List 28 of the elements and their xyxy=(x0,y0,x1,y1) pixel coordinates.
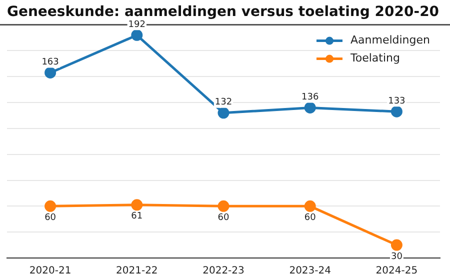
x-tick-label: 2020-21 xyxy=(29,266,72,277)
x-tick-label: 2024-25 xyxy=(376,266,418,277)
point xyxy=(390,239,402,251)
x-tick-label: 2021-22 xyxy=(116,266,158,277)
data-label: 192 xyxy=(128,20,146,30)
point xyxy=(44,66,56,78)
point xyxy=(131,29,143,41)
point xyxy=(304,102,316,114)
chart-title: Geneeskunde: aanmeldingen versus toelating 2020-20 xyxy=(6,4,440,20)
point xyxy=(44,200,56,212)
data-label: 30 xyxy=(390,252,403,262)
data-label: 60 xyxy=(44,213,56,224)
data-label: 60 xyxy=(218,213,230,224)
data-label: 132 xyxy=(214,98,232,108)
x-tick-label: 2022-23 xyxy=(202,266,244,277)
data-label: 60 xyxy=(304,213,316,224)
point xyxy=(218,107,230,119)
data-label: 133 xyxy=(388,96,406,106)
data-label: 136 xyxy=(302,92,319,103)
data-label: 61 xyxy=(131,212,143,222)
x-tick-label: 2023-24 xyxy=(289,266,331,277)
point xyxy=(131,199,143,211)
legend-label: Toelating xyxy=(349,52,400,65)
point xyxy=(218,200,230,212)
point xyxy=(390,106,402,118)
legend-label: Aanmeldingen xyxy=(350,34,430,47)
point xyxy=(304,200,316,212)
data-label: 163 xyxy=(42,58,59,68)
